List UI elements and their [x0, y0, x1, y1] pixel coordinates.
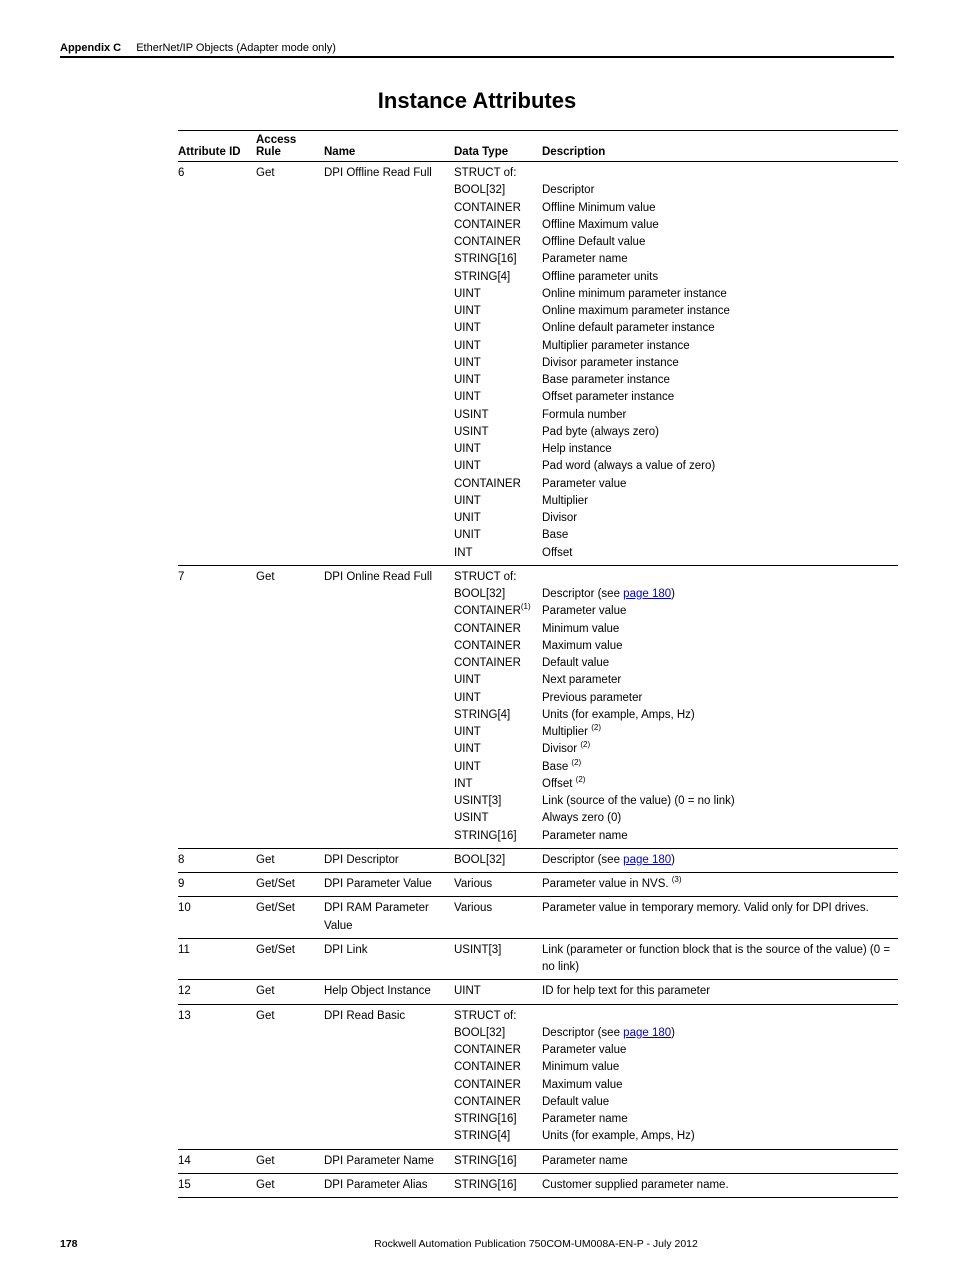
table-cell: DescriptorOffline Minimum valueOffline M… — [542, 162, 898, 566]
table-cell: STRUCT of:BOOL[32]CONTAINERCONTAINERCONT… — [454, 1004, 542, 1149]
table-cell: Get/Set — [256, 873, 324, 897]
table-cell: Get — [256, 162, 324, 566]
table-row: 6GetDPI Offline Read FullSTRUCT of:BOOL[… — [178, 162, 898, 566]
page-number: 178 — [60, 1238, 178, 1250]
table-cell: Customer supplied parameter name. — [542, 1173, 898, 1197]
table-cell: 13 — [178, 1004, 256, 1149]
col-header: Data Type — [454, 131, 542, 162]
table-row: 15GetDPI Parameter AliasSTRING[16]Custom… — [178, 1173, 898, 1197]
table-cell: Get — [256, 1149, 324, 1173]
page-link[interactable]: page 180 — [623, 854, 671, 866]
table-cell: DPI Parameter Name — [324, 1149, 454, 1173]
col-header: Description — [542, 131, 898, 162]
table-cell: Descriptor (see page 180) — [542, 848, 898, 872]
table-cell: Help Object Instance — [324, 980, 454, 1004]
table-cell: Parameter name — [542, 1149, 898, 1173]
table-cell: STRING[16] — [454, 1149, 542, 1173]
table-cell: Parameter value in NVS. (3) — [542, 873, 898, 897]
table-row: 12GetHelp Object InstanceUINTID for help… — [178, 980, 898, 1004]
table-cell: Get — [256, 565, 324, 848]
table-cell: Descriptor (see page 180)Parameter value… — [542, 1004, 898, 1149]
table-cell: Get/Set — [256, 938, 324, 980]
section-label: EtherNet/IP Objects (Adapter mode only) — [136, 42, 336, 54]
page-footer: 178 Rockwell Automation Publication 750C… — [60, 1238, 894, 1250]
table-cell: Parameter value in temporary memory. Val… — [542, 897, 898, 939]
table-cell: Descriptor (see page 180)Parameter value… — [542, 565, 898, 848]
table-cell: 10 — [178, 897, 256, 939]
table-cell: Get/Set — [256, 897, 324, 939]
table-cell: 12 — [178, 980, 256, 1004]
table-row: 13GetDPI Read BasicSTRUCT of:BOOL[32]CON… — [178, 1004, 898, 1149]
table-cell: DPI Parameter Alias — [324, 1173, 454, 1197]
table-cell: DPI Read Basic — [324, 1004, 454, 1149]
table-header-row: Attribute ID Access Rule Name Data Type … — [178, 131, 898, 162]
table-cell: Get — [256, 1173, 324, 1197]
page-link[interactable]: page 180 — [623, 1027, 671, 1039]
table-cell: DPI Online Read Full — [324, 565, 454, 848]
table-row: 7GetDPI Online Read FullSTRUCT of:BOOL[3… — [178, 565, 898, 848]
table-cell: STRUCT of:BOOL[32]CONTAINER(1)CONTAINERC… — [454, 565, 542, 848]
table-cell: ID for help text for this parameter — [542, 980, 898, 1004]
table-cell: 7 — [178, 565, 256, 848]
table-cell: Get — [256, 1004, 324, 1149]
table-cell: 9 — [178, 873, 256, 897]
table-cell: USINT[3] — [454, 938, 542, 980]
table-cell: Various — [454, 873, 542, 897]
table-cell: UINT — [454, 980, 542, 1004]
table-row: 8GetDPI DescriptorBOOL[32]Descriptor (se… — [178, 848, 898, 872]
page-header: Appendix C EtherNet/IP Objects (Adapter … — [60, 40, 894, 58]
table-cell: Various — [454, 897, 542, 939]
table-row: 10Get/SetDPI RAM Parameter ValueVariousP… — [178, 897, 898, 939]
table-cell: 8 — [178, 848, 256, 872]
table-cell: STRING[16] — [454, 1173, 542, 1197]
table-row: 9Get/SetDPI Parameter ValueVariousParame… — [178, 873, 898, 897]
table-cell: DPI Link — [324, 938, 454, 980]
table-cell: STRUCT of:BOOL[32]CONTAINERCONTAINERCONT… — [454, 162, 542, 566]
table-row: 11Get/SetDPI LinkUSINT[3]Link (parameter… — [178, 938, 898, 980]
table-cell: DPI RAM Parameter Value — [324, 897, 454, 939]
table-cell: 6 — [178, 162, 256, 566]
col-header: Name — [324, 131, 454, 162]
appendix-label: Appendix C — [60, 42, 121, 54]
table-cell: Link (parameter or function block that i… — [542, 938, 898, 980]
page-link[interactable]: page 180 — [623, 588, 671, 600]
table-row: 14GetDPI Parameter NameSTRING[16]Paramet… — [178, 1149, 898, 1173]
table-cell: Get — [256, 848, 324, 872]
table-cell: DPI Descriptor — [324, 848, 454, 872]
table-cell: BOOL[32] — [454, 848, 542, 872]
table-cell: DPI Offline Read Full — [324, 162, 454, 566]
col-header: Attribute ID — [178, 131, 256, 162]
publication-info: Rockwell Automation Publication 750COM-U… — [178, 1238, 894, 1250]
col-header: Access Rule — [256, 131, 324, 162]
table-cell: DPI Parameter Value — [324, 873, 454, 897]
table-cell: Get — [256, 980, 324, 1004]
table-cell: 11 — [178, 938, 256, 980]
page-title: Instance Attributes — [60, 88, 894, 114]
attributes-table: Attribute ID Access Rule Name Data Type … — [178, 130, 898, 1198]
table-cell: 15 — [178, 1173, 256, 1197]
table-cell: 14 — [178, 1149, 256, 1173]
